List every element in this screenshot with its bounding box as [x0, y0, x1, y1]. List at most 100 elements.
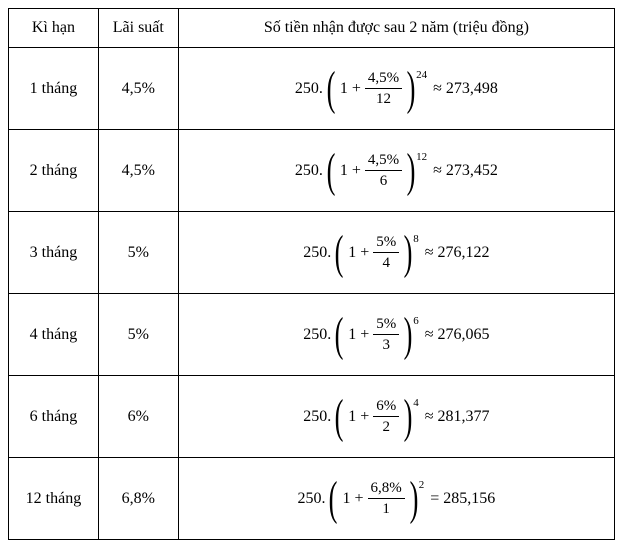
table-row: 12 tháng6,8%250.(1+6,8%1)2= 285,156 [9, 458, 615, 540]
fraction-denominator: 6 [377, 171, 391, 190]
fraction-numerator: 4,5% [365, 69, 402, 89]
cell-rate: 5% [98, 294, 178, 376]
paren-group: (1+6%2) [331, 393, 416, 441]
formula-principal: 250. [303, 244, 331, 262]
fraction-numerator: 5% [373, 315, 399, 335]
result-value: 273,452 [442, 162, 498, 179]
literal-one: 1 [340, 162, 348, 180]
approx-symbol: ≈ [425, 326, 434, 343]
left-paren-icon: ( [326, 147, 335, 195]
approx-result: ≈ 276,122 [425, 244, 490, 262]
approx-symbol: ≈ [433, 80, 442, 97]
cell-term: 2 tháng [9, 130, 99, 212]
cell-term: 6 tháng [9, 376, 99, 458]
fraction-numerator: 6,8% [368, 479, 405, 499]
cell-formula: 250.(1+4,5%12)24≈ 273,498 [178, 48, 614, 130]
fraction-numerator: 4,5% [365, 151, 402, 171]
approx-result: = 285,156 [430, 490, 495, 508]
cell-term: 4 tháng [9, 294, 99, 376]
paren-inner: 1+5%4 [347, 233, 400, 272]
result-value: 285,156 [439, 490, 495, 507]
cell-term: 3 tháng [9, 212, 99, 294]
interest-table: Kì hạn Lãi suất Số tiền nhận được sau 2 … [8, 8, 615, 540]
header-rate: Lãi suất [98, 9, 178, 48]
table-body: 1 tháng4,5%250.(1+4,5%12)24≈ 273,4982 th… [9, 48, 615, 540]
formula-principal: 250. [295, 80, 323, 98]
result-value: 276,065 [434, 326, 490, 343]
plus-icon: + [354, 490, 363, 508]
fraction-denominator: 3 [380, 335, 394, 354]
fraction-denominator: 2 [380, 417, 394, 436]
literal-one: 1 [348, 326, 356, 344]
table-row: 2 tháng4,5%250.(1+4,5%6)12≈ 273,452 [9, 130, 615, 212]
literal-one: 1 [348, 408, 356, 426]
paren-group: (1+5%3) [331, 311, 416, 359]
right-paren-icon: ) [407, 65, 416, 113]
left-paren-icon: ( [335, 229, 344, 277]
cell-formula: 250.(1+4,5%6)12≈ 273,452 [178, 130, 614, 212]
approx-symbol: ≈ [425, 408, 434, 425]
formula-principal: 250. [297, 490, 325, 508]
approx-result: ≈ 281,377 [425, 408, 490, 426]
plus-icon: + [360, 244, 369, 262]
paren-group: (1 +6,8%1) [325, 475, 421, 523]
approx-symbol: ≈ [425, 244, 434, 261]
approx-symbol: = [430, 490, 439, 507]
paren-group: (1+5%4) [331, 229, 416, 277]
formula-principal: 250. [303, 408, 331, 426]
fraction-denominator: 1 [379, 499, 393, 518]
cell-term: 1 tháng [9, 48, 99, 130]
approx-result: ≈ 276,065 [425, 326, 490, 344]
fraction-denominator: 12 [373, 89, 394, 108]
plus-icon: + [352, 162, 361, 180]
fraction: 6,8%1 [368, 479, 405, 518]
left-paren-icon: ( [335, 393, 344, 441]
formula-principal: 250. [303, 326, 331, 344]
left-paren-icon: ( [335, 311, 344, 359]
header-row: Kì hạn Lãi suất Số tiền nhận được sau 2 … [9, 9, 615, 48]
approx-result: ≈ 273,452 [433, 162, 498, 180]
right-paren-icon: ) [404, 393, 413, 441]
cell-formula: 250.(1+6%2)4≈ 281,377 [178, 376, 614, 458]
cell-rate: 6,8% [98, 458, 178, 540]
fraction-numerator: 5% [373, 233, 399, 253]
literal-one: 1 [348, 244, 356, 262]
paren-group: (1+4,5%6) [323, 147, 419, 195]
formula: 250.(1+6,8%1)2= 285,156 [297, 475, 495, 523]
fraction: 6%2 [373, 397, 399, 436]
paren-group: (1+4,5%12) [323, 65, 419, 113]
fraction: 4,5%6 [365, 151, 402, 190]
paren-inner: 1 +6,8%1 [341, 479, 405, 518]
fraction: 4,5%12 [365, 69, 402, 108]
cell-term: 12 tháng [9, 458, 99, 540]
cell-rate: 4,5% [98, 130, 178, 212]
paren-inner: 1+5%3 [347, 315, 400, 354]
result-value: 276,122 [434, 244, 490, 261]
cell-formula: 250.(1+5%4)8≈ 276,122 [178, 212, 614, 294]
approx-symbol: ≈ [433, 162, 442, 179]
table-row: 4 tháng5%250.(1+5%3)6≈ 276,065 [9, 294, 615, 376]
cell-formula: 250.(1+5%3)6≈ 276,065 [178, 294, 614, 376]
formula: 250.(1+4,5%12)24≈ 273,498 [295, 65, 498, 113]
header-term: Kì hạn [9, 9, 99, 48]
table-row: 6 tháng6%250.(1+6%2)4≈ 281,377 [9, 376, 615, 458]
cell-rate: 5% [98, 212, 178, 294]
table-row: 3 tháng5%250.(1+5%4)8≈ 276,122 [9, 212, 615, 294]
result-value: 281,377 [434, 408, 490, 425]
table-row: 1 tháng 4,5%250.(1+4,5%12)24≈ 273,498 [9, 48, 615, 130]
result-value: 273,498 [442, 80, 498, 97]
right-paren-icon: ) [409, 475, 418, 523]
fraction: 5%3 [373, 315, 399, 354]
formula-principal: 250. [295, 162, 323, 180]
left-paren-icon: ( [326, 65, 335, 113]
formula: 250.(1+5%3)6≈ 276,065 [303, 311, 489, 359]
plus-icon: + [360, 408, 369, 426]
formula: 250.(1+4,5%6)12≈ 273,452 [295, 147, 498, 195]
approx-result: ≈ 273,498 [433, 80, 498, 98]
paren-inner: 1+4,5%6 [339, 151, 403, 190]
right-paren-icon: ) [404, 311, 413, 359]
cell-rate: 6% [98, 376, 178, 458]
left-paren-icon: ( [329, 475, 338, 523]
right-paren-icon: ) [407, 147, 416, 195]
plus-icon: + [352, 80, 361, 98]
